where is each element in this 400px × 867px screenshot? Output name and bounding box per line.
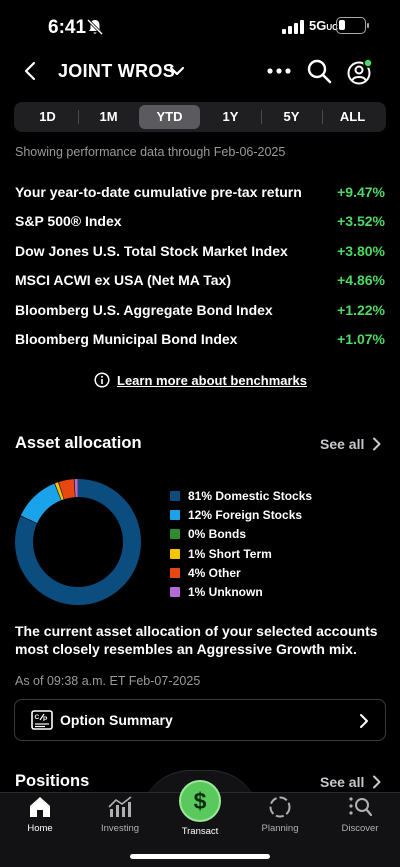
tab-planning[interactable]: Planning xyxy=(240,795,320,834)
time-range-tabs: 1D 1M YTD 1Y 5Y ALL xyxy=(14,102,386,132)
legend-swatch xyxy=(170,509,180,520)
search-icon[interactable] xyxy=(306,58,332,84)
positions-see-all[interactable]: See all xyxy=(320,774,381,790)
tab-ytd[interactable]: YTD xyxy=(139,105,200,129)
legend-swatch xyxy=(170,587,180,598)
return-value: +3.80% xyxy=(337,242,385,259)
tab-1m[interactable]: 1M xyxy=(78,105,139,129)
status-time: 6:41 xyxy=(48,17,87,38)
legend-label: 4% Other xyxy=(188,565,241,580)
battery-icon xyxy=(336,17,369,34)
return-value: +3.52% xyxy=(337,213,385,230)
tab-all[interactable]: ALL xyxy=(322,105,383,129)
return-label: S&P 500® Index xyxy=(15,213,122,230)
legend-label: 81% Domestic Stocks xyxy=(188,488,313,503)
return-label: Your year-to-date cumulative pre-tax ret… xyxy=(15,183,302,200)
chevron-right-icon xyxy=(373,437,381,451)
asset-allocation-donut[interactable] xyxy=(14,478,142,606)
legend-label: 1% Short Term xyxy=(188,546,272,561)
see-all-label[interactable]: See all xyxy=(320,436,365,452)
return-value: +1.07% xyxy=(337,331,385,348)
svg-text:$: $ xyxy=(194,788,207,814)
allocation-mix-text: The current asset allocation of your sel… xyxy=(15,623,378,657)
learn-more-text[interactable]: Learn more about benchmarks xyxy=(117,372,307,388)
asset-allocation-title: Asset allocation xyxy=(15,434,142,452)
legend-item: 0% Bonds xyxy=(170,525,312,544)
tab-home[interactable]: Home xyxy=(0,795,80,834)
tab-1y[interactable]: 1Y xyxy=(222,109,239,124)
legend-item: 81% Domestic Stocks xyxy=(170,486,312,505)
legend-label: 0% Bonds xyxy=(188,527,247,542)
legend-label: 1% Unknown xyxy=(188,585,263,600)
learn-more-benchmarks-link[interactable]: Learn more about benchmarks xyxy=(94,370,307,390)
account-selector[interactable]: JOINT WROS xyxy=(58,61,176,81)
return-value: +9.47% xyxy=(337,183,385,200)
tab-1d[interactable]: 1D xyxy=(39,109,56,124)
signal-icon xyxy=(282,20,304,34)
legend-swatch xyxy=(170,548,180,559)
return-value: +1.22% xyxy=(337,301,385,318)
status-bar: 6:41 5GUC xyxy=(0,0,400,54)
asset-allocation-see-all[interactable]: See all xyxy=(320,436,381,452)
as-of-timestamp: As of 09:38 a.m. ET Feb-07-2025 xyxy=(15,674,201,688)
return-label: Bloomberg U.S. Aggregate Bond Index xyxy=(15,301,273,318)
option-contract-icon: C P xyxy=(31,710,53,730)
tab-discover[interactable]: Discover xyxy=(320,795,400,834)
performance-note: Showing performance data through Feb-06-… xyxy=(15,145,286,159)
legend-item: 12% Foreign Stocks xyxy=(170,505,312,524)
profile-icon[interactable] xyxy=(346,58,374,86)
header: JOINT WROS xyxy=(0,52,400,92)
return-label: MSCI ACWI ex USA (Net MA Tax) xyxy=(15,272,231,289)
returns-list: Your year-to-date cumulative pre-tax ret… xyxy=(15,177,385,354)
transact-button[interactable]: $ xyxy=(179,780,221,822)
home-indicator xyxy=(130,854,270,859)
tab-investing-label: Investing xyxy=(100,823,140,834)
return-row: S&P 500® Index +3.52% xyxy=(15,207,385,237)
bell-off-icon xyxy=(86,18,104,36)
dollar-icon: $ xyxy=(194,788,207,814)
legend-item: 1% Unknown xyxy=(170,582,312,601)
legend-item: 1% Short Term xyxy=(170,544,312,563)
allocation-legend: 81% Domestic Stocks 12% Foreign Stocks 0… xyxy=(170,486,312,602)
legend-label: 12% Foreign Stocks xyxy=(188,507,303,522)
tab-transact-label: Transact xyxy=(181,826,219,837)
see-all-label[interactable]: See all xyxy=(320,774,365,790)
donut-slice-domestic-stocks xyxy=(15,479,141,605)
investing-chart-icon xyxy=(108,796,132,817)
chevron-right-icon xyxy=(360,714,368,728)
svg-text:P: P xyxy=(43,716,48,723)
info-icon xyxy=(94,372,110,388)
tab-5y[interactable]: 5Y xyxy=(261,105,322,129)
return-row: Bloomberg U.S. Aggregate Bond Index +1.2… xyxy=(15,295,385,325)
chevron-down-icon[interactable] xyxy=(168,64,186,78)
legend-item: 4% Other xyxy=(170,563,312,582)
more-options-icon[interactable] xyxy=(266,61,292,81)
option-summary-label[interactable]: Option Summary xyxy=(60,712,173,728)
tab-investing[interactable]: Investing xyxy=(80,795,160,834)
tab-planning-label: Planning xyxy=(261,823,299,834)
planning-icon xyxy=(269,796,291,818)
return-row: Bloomberg Municipal Bond Index +1.07% xyxy=(15,325,385,355)
return-value: +4.86% xyxy=(337,272,385,289)
discover-icon xyxy=(349,797,373,817)
return-row: MSCI ACWI ex USA (Net MA Tax) +4.86% xyxy=(15,266,385,296)
home-icon xyxy=(30,797,50,817)
tab-home-label: Home xyxy=(27,823,53,834)
network-indicator: 5GUC xyxy=(309,18,338,33)
svg-text:C: C xyxy=(35,714,40,721)
return-label: Dow Jones U.S. Total Stock Market Index xyxy=(15,242,288,259)
legend-swatch xyxy=(170,567,180,578)
return-row: Your year-to-date cumulative pre-tax ret… xyxy=(15,177,385,207)
legend-swatch xyxy=(170,529,180,540)
back-arrow-icon[interactable] xyxy=(20,60,42,82)
positions-title: Positions xyxy=(15,772,90,790)
return-row: Dow Jones U.S. Total Stock Market Index … xyxy=(15,236,385,266)
return-label: Bloomberg Municipal Bond Index xyxy=(15,331,238,348)
legend-swatch xyxy=(170,490,180,501)
tab-discover-label: Discover xyxy=(341,823,379,834)
option-summary-button[interactable]: C P Option Summary xyxy=(14,699,386,741)
chevron-right-icon xyxy=(373,775,381,789)
